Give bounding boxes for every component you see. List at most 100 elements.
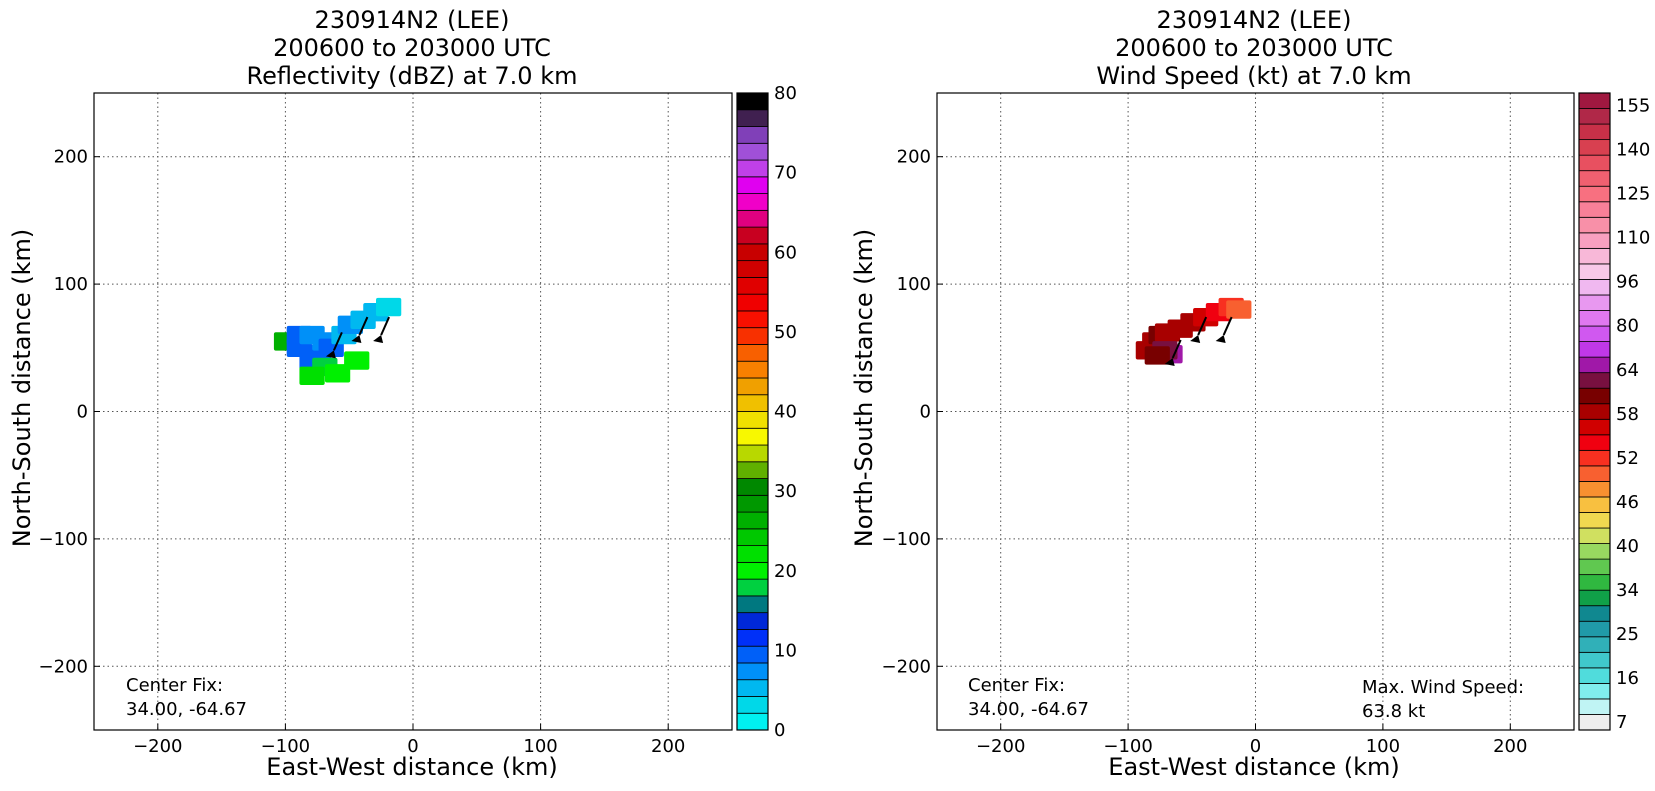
colorbar-segment: [1578, 263, 1611, 280]
colorbar-segment: [1578, 667, 1611, 684]
colorbar-segment: [736, 494, 769, 513]
y-tick-label: 200: [897, 147, 931, 168]
colorbar-segment: [1578, 279, 1611, 296]
colorbar-tick-label: 25: [1616, 624, 1639, 645]
colorbar-segment: [736, 260, 769, 278]
colorbar-segment: [1578, 356, 1611, 374]
colorbar-segment: [736, 377, 769, 396]
center-fix-value: 34.00, -64.67: [126, 699, 247, 720]
x-tick-label: −100: [1103, 736, 1152, 757]
y-tick-label: 0: [77, 402, 88, 423]
colorbar-segment: [1578, 325, 1611, 342]
wind-barb: [1164, 339, 1182, 366]
colorbar-tick-label: 7: [1616, 712, 1627, 733]
colorbar-segment: [1578, 108, 1611, 125]
y-axis-label: North-South distance (km): [850, 229, 878, 548]
reflectivity-panel: 230914N2 (LEE) 200600 to 203000 UTC Refl…: [8, 6, 797, 781]
wind-barb: [325, 331, 343, 359]
colorbar-segment: [1578, 496, 1611, 513]
colorbar-segment: [1578, 558, 1611, 576]
colorbar-segment: [736, 545, 769, 563]
colorbar-tick-label: 0: [774, 720, 785, 741]
colorbar-segment: [1578, 620, 1611, 638]
center-fix-value: 34.00, -64.67: [968, 699, 1089, 720]
colorbar-tick-label: 46: [1616, 492, 1639, 513]
colorbar-segment: [736, 293, 769, 312]
colorbar-tick-label: 80: [1616, 316, 1639, 337]
colorbar-segment: [736, 444, 769, 463]
colorbar-segment: [1578, 170, 1611, 187]
colorbar-tick-label: 80: [774, 83, 797, 104]
colorbar-segment: [736, 159, 769, 178]
colorbar-segment: [736, 595, 769, 614]
colorbar-segment: [1578, 698, 1611, 715]
colorbar-segment: [736, 696, 769, 714]
wind-barb: [1190, 316, 1208, 344]
chart-title-line-1: 230914N2 (LEE): [1157, 6, 1352, 34]
colorbar-tick-label: 64: [1616, 360, 1639, 381]
field-cell: [324, 364, 351, 383]
wind-speed-panel: 230914N2 (LEE) 200600 to 203000 UTC Wind…: [850, 6, 1650, 781]
colorbar-tick-label: 70: [774, 163, 797, 184]
colorbar-segment: [1578, 465, 1611, 482]
colorbar-segment: [1578, 201, 1611, 218]
colorbar-tick-label: 58: [1616, 404, 1639, 425]
max-wind-value: 63.8 kt: [1362, 701, 1425, 722]
colorbar-segment: [736, 109, 769, 127]
wind-barb: [351, 316, 369, 344]
wind-barb-staff: [380, 316, 391, 336]
x-tick-label: 200: [1493, 736, 1527, 757]
colorbar-segment: [736, 427, 769, 446]
colorbar-frame: [1578, 92, 1611, 731]
colorbar-segment: [1578, 341, 1611, 358]
x-tick-label: −200: [133, 736, 182, 757]
colorbar-tick-label: 16: [1616, 668, 1639, 689]
colorbar-segment: [1578, 512, 1611, 529]
y-tick-label: 200: [54, 147, 88, 168]
colorbar-segment: [1578, 574, 1611, 591]
colorbar-tick-label: 30: [774, 481, 797, 502]
colorbar-segment: [1578, 636, 1611, 653]
colorbar-tick-label: 60: [774, 242, 797, 263]
x-tick-label: 200: [651, 736, 685, 757]
chart-title-line-3: Wind Speed (kt) at 7.0 km: [1096, 62, 1411, 90]
wind-barb-flag: [1215, 335, 1226, 344]
wind-barb-staff: [1197, 316, 1208, 336]
y-tick-label: −100: [39, 529, 88, 550]
colorbar-segment: [736, 226, 769, 245]
colorbar: 0 10 20 30 40 50 60 70 80: [736, 83, 797, 741]
colorbar-segment: [1578, 651, 1611, 669]
colorbar-frame: [736, 92, 769, 731]
colorbar-segment: [1578, 481, 1611, 498]
colorbar-segment: [736, 394, 769, 412]
colorbar-segment: [736, 126, 769, 144]
colorbar-segment: [736, 243, 769, 262]
colorbar-segment: [1578, 527, 1611, 544]
colorbar-segment: [736, 561, 769, 580]
colorbar-segment: [1578, 543, 1611, 560]
field-cell: [1144, 346, 1170, 365]
wind-barb-flag: [373, 335, 384, 344]
colorbar-tick-label: 96: [1616, 272, 1639, 293]
colorbar-segment: [736, 344, 769, 362]
colorbar-tick-label: 50: [774, 322, 797, 343]
colorbar-segment: [736, 92, 769, 111]
x-axis-label: East-West distance (km): [266, 753, 557, 781]
center-fix-label: Center Fix:: [126, 675, 223, 696]
colorbar-segment: [1578, 92, 1611, 109]
x-axis-label: East-West distance (km): [1108, 753, 1399, 781]
colorbar-segment: [736, 662, 769, 681]
colorbar-segment: [736, 209, 769, 228]
wind-barb-staff: [332, 331, 343, 351]
x-tick-label: −100: [261, 736, 310, 757]
colorbar-segment: [1578, 682, 1611, 700]
colorbar-tick-label: 110: [1616, 228, 1650, 249]
colorbar-segment: [736, 461, 769, 479]
colorbar-segment: [1578, 372, 1611, 389]
wind-barb-flag: [1190, 335, 1201, 344]
colorbar-segment: [736, 645, 769, 664]
colorbar-segment: [1578, 418, 1611, 436]
wind-barb-staff: [1222, 316, 1233, 336]
colorbar-segment: [1578, 403, 1611, 420]
